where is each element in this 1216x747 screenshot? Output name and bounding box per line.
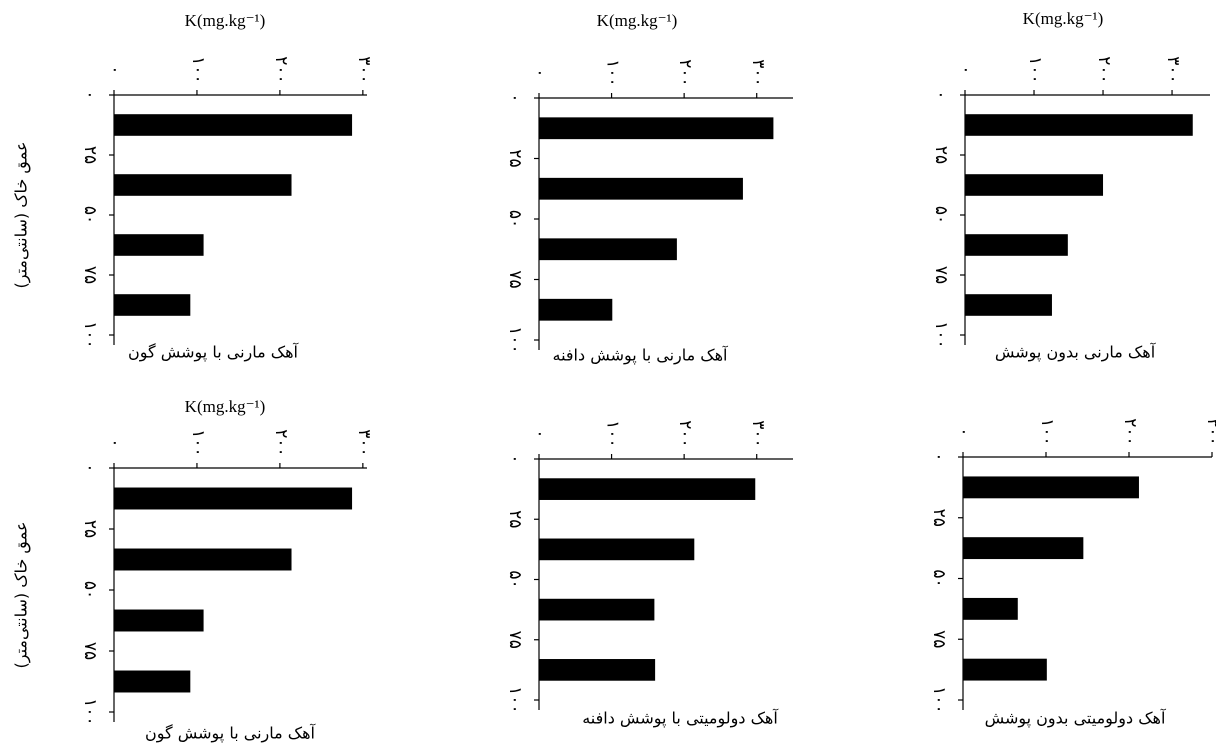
x-tick-label: ۳۰۰ [355, 56, 374, 83]
y-tick-label: ۵۰ [930, 569, 949, 587]
x-tick-label: ۲۰۰ [272, 429, 291, 456]
x-tick-label: ۳۰۰ [355, 429, 374, 456]
bar [963, 597, 1018, 620]
y-tick-label: ۷۵ [81, 642, 100, 660]
bar [965, 174, 1104, 196]
bar [963, 537, 1084, 560]
bar [539, 538, 695, 561]
bar [539, 598, 655, 621]
y-axis-title: عمق خاک (سانتی‌متر) [12, 141, 32, 288]
panel-caption: آهک دولومیتی بدون پوشش [985, 709, 1167, 729]
x-tick-label: ۳۰۰ [1204, 418, 1216, 445]
x-tick-label: ۲۰۰ [676, 59, 695, 86]
y-tick-label: ۰ [81, 90, 100, 99]
x-tick-label: ۱۰۰ [604, 59, 623, 86]
y-tick-label: ۰ [506, 454, 525, 463]
x-tick-label: ۰ [106, 65, 125, 74]
x-tick-label: ۳۰۰ [749, 59, 768, 86]
x-tick-label: ۱۰۰ [189, 56, 208, 83]
bar [114, 294, 191, 316]
x-tick-label: ۲۰۰ [676, 420, 695, 447]
y-tick-label: ۰ [930, 452, 949, 461]
panel-caption: آهک مارنی با پوشش گون [128, 343, 300, 363]
x-tick-label: ۰ [106, 438, 125, 447]
bar [539, 238, 677, 261]
x-tick-label: ۰ [531, 68, 550, 77]
y-axis-title: عمق خاک (سانتی‌متر) [12, 521, 32, 668]
panel-caption: آهک مارنی با پوشش دافنه [553, 346, 730, 366]
bar [965, 294, 1052, 316]
x-tick-label: ۱۰۰ [604, 420, 623, 447]
y-tick-label: ۵۰ [506, 570, 525, 588]
bar [114, 548, 292, 571]
bar [114, 609, 204, 632]
y-tick-label: ۰ [932, 90, 951, 99]
y-tick-label: ۱۰۰ [932, 321, 951, 348]
panel-title: K(mg.kg⁻¹) [185, 397, 266, 416]
bar [114, 174, 292, 196]
x-tick-label: ۲۰۰ [272, 56, 291, 83]
bar [539, 659, 656, 681]
x-tick-label: ۰ [531, 429, 550, 438]
x-tick-label: ۰ [955, 427, 974, 436]
y-tick-label: ۱۰۰ [506, 326, 525, 353]
y-tick-label: ۲۵ [81, 146, 100, 164]
x-tick-label: ۳۰۰ [749, 420, 768, 447]
x-tick-label: ۲۰۰ [1095, 56, 1114, 83]
bar [539, 298, 613, 321]
y-tick-label: ۲۵ [506, 149, 525, 167]
y-tick-label: ۲۵ [930, 509, 949, 527]
y-tick-label: ۵۰ [932, 206, 951, 224]
x-tick-label: ۲۰۰ [1121, 418, 1140, 445]
x-tick-label: ۳۰۰ [1164, 56, 1183, 83]
y-tick-label: ۰ [81, 463, 100, 472]
bar [965, 234, 1068, 256]
y-tick-label: ۱۰۰ [506, 686, 525, 713]
bar [539, 478, 756, 500]
bar [963, 658, 1047, 681]
y-tick-label: ۷۵ [932, 266, 951, 284]
x-tick-label: ۱۰۰ [1026, 56, 1045, 83]
bar [114, 670, 191, 693]
bar [963, 476, 1139, 499]
y-tick-label: ۲۵ [932, 146, 951, 164]
panel-caption: آهک مارنی با پوشش گون [145, 724, 317, 744]
y-tick-label: ۰ [506, 93, 525, 102]
y-tick-label: ۷۵ [506, 631, 525, 649]
y-tick-label: ۷۵ [81, 266, 100, 284]
panel-title: K(mg.kg⁻¹) [185, 11, 266, 30]
panel-caption: آهک مارنی بدون پوشش [995, 343, 1157, 363]
y-tick-label: ۱۰۰ [81, 698, 100, 725]
y-tick-label: ۱۰۰ [81, 321, 100, 348]
bar [114, 487, 353, 510]
bar [539, 177, 743, 200]
panel-title: K(mg.kg⁻¹) [597, 11, 678, 30]
y-tick-label: ۵۰ [81, 581, 100, 599]
panel-title: K(mg.kg⁻¹) [1023, 9, 1104, 28]
y-tick-label: ۲۵ [81, 520, 100, 538]
y-tick-label: ۱۰۰ [930, 686, 949, 713]
x-tick-label: ۰ [957, 65, 976, 74]
panel-caption: آهک دولومیتی با پوشش دافنه [582, 709, 779, 729]
bar [114, 234, 204, 256]
y-tick-label: ۷۵ [506, 270, 525, 288]
y-tick-label: ۵۰ [81, 206, 100, 224]
y-tick-label: ۵۰ [506, 210, 525, 228]
y-tick-label: ۷۵ [930, 630, 949, 648]
bar [965, 114, 1193, 136]
x-tick-label: ۱۰۰ [189, 429, 208, 456]
bar [114, 114, 353, 136]
bar [539, 117, 774, 140]
y-tick-label: ۲۵ [506, 510, 525, 528]
x-tick-label: ۱۰۰ [1038, 418, 1057, 445]
